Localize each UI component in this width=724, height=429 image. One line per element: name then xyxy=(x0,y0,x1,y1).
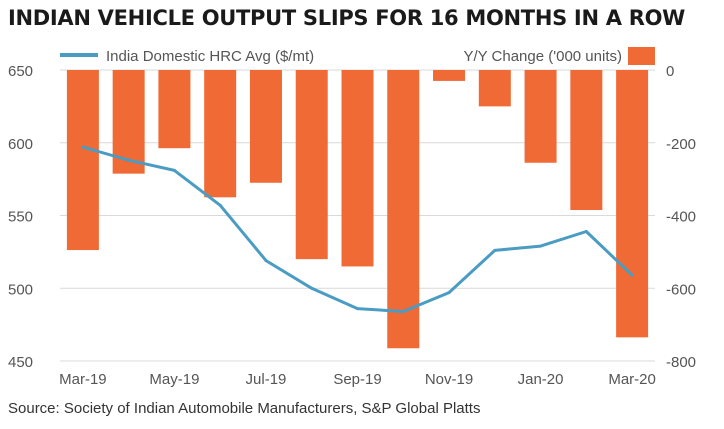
bar-jan-20 xyxy=(524,70,557,163)
bar-aug-19 xyxy=(295,70,328,260)
line-point-nov-19 xyxy=(447,291,451,295)
line-point-aug-19 xyxy=(310,286,314,290)
y-right-tick-label: -200 xyxy=(666,136,696,153)
bar-mar-19 xyxy=(66,70,99,251)
bar-nov-19 xyxy=(433,70,466,81)
bar-may-19 xyxy=(158,70,191,149)
axis-labels: 450 500 550 600 650 0 -200 -400 -600 -800 Mar-19 Ma… xyxy=(8,63,696,388)
bar-jul-19 xyxy=(249,70,282,183)
bar-oct-19 xyxy=(387,70,420,349)
x-tick-label: Jul-19 xyxy=(246,371,287,388)
bar-series xyxy=(66,70,649,349)
line-series xyxy=(81,145,634,314)
bar-dec-19 xyxy=(478,70,511,107)
legend-line-label: India Domestic HRC Avg ($/mt) xyxy=(106,48,314,65)
x-tick-label: Sep-19 xyxy=(333,371,381,388)
line-point-dec-19 xyxy=(493,248,497,252)
bar-feb-20 xyxy=(570,70,603,211)
bar-jun-19 xyxy=(204,70,237,198)
line-point-jun-19 xyxy=(218,203,222,207)
chart-title: INDIAN VEHICLE OUTPUT SLIPS FOR 16 MONTH… xyxy=(8,6,685,30)
y-right-tick-label: -400 xyxy=(666,209,696,226)
legend-bar-label: Y/Y Change ('000 units) xyxy=(463,48,622,65)
line-point-sep-19 xyxy=(356,307,359,311)
y-left-tick-label: 550 xyxy=(8,209,33,226)
y-left-tick-label: 600 xyxy=(8,136,33,153)
source-note: Source: Society of Indian Automobile Man… xyxy=(8,400,481,417)
y-right-tick-label: -600 xyxy=(666,281,696,298)
x-tick-label: Mar-19 xyxy=(59,371,107,388)
bar-mar-20 xyxy=(616,70,649,338)
legend-bar-swatch xyxy=(628,47,655,65)
line-point-jul-19 xyxy=(264,259,268,263)
bar-sep-19 xyxy=(341,70,374,267)
x-tick-label: Jan-20 xyxy=(518,371,564,388)
x-tick-label: May-19 xyxy=(149,371,199,388)
line-point-mar-20 xyxy=(630,273,634,277)
line-point-may-19 xyxy=(172,168,176,172)
x-tick-label: Nov-19 xyxy=(425,371,473,388)
y-right-tick-label: -800 xyxy=(666,354,696,371)
line-point-oct-19 xyxy=(401,310,405,314)
x-tick-label: Mar-20 xyxy=(608,371,656,388)
line-point-feb-20 xyxy=(584,230,588,234)
y-left-tick-label: 450 xyxy=(8,354,33,371)
line-point-mar-19 xyxy=(81,145,85,149)
line-point-jan-20 xyxy=(539,244,543,248)
y-right-tick-label: 0 xyxy=(666,63,674,80)
line-point-apr-19 xyxy=(127,158,131,162)
y-left-tick-label: 650 xyxy=(8,63,33,80)
y-left-tick-label: 500 xyxy=(8,281,33,298)
legend: India Domestic HRC Avg ($/mt) Y/Y Change … xyxy=(60,47,655,65)
